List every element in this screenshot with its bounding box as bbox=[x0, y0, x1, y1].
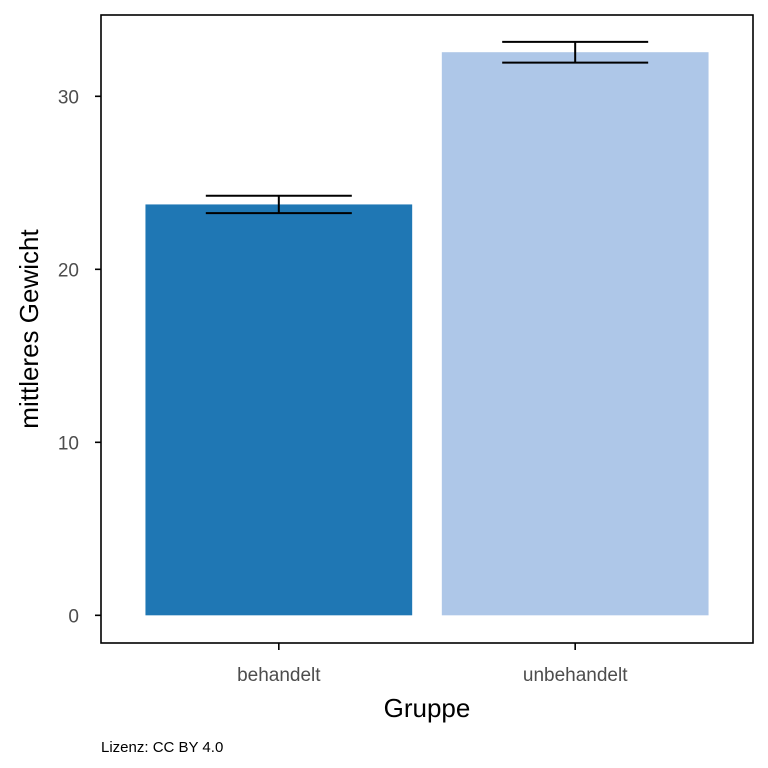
x-tick-label: unbehandelt bbox=[523, 665, 628, 686]
bars bbox=[145, 52, 709, 616]
y-tick-label: 20 bbox=[58, 260, 79, 281]
bar bbox=[441, 52, 709, 616]
error-bars bbox=[205, 40, 649, 215]
license-caption: Lizenz: CC BY 4.0 bbox=[101, 739, 223, 756]
y-tick-label: 0 bbox=[68, 606, 79, 627]
bar bbox=[145, 204, 413, 616]
x-tick-label: behandelt bbox=[237, 665, 321, 686]
y-axis-title: mittleres Gewicht bbox=[14, 229, 44, 429]
y-axis: 0 10 20 30 bbox=[58, 87, 101, 627]
x-axis-title: Gruppe bbox=[384, 693, 471, 723]
x-axis: behandelt unbehandelt bbox=[237, 643, 628, 686]
y-tick-label: 10 bbox=[58, 433, 79, 454]
y-tick-label: 30 bbox=[58, 87, 79, 108]
